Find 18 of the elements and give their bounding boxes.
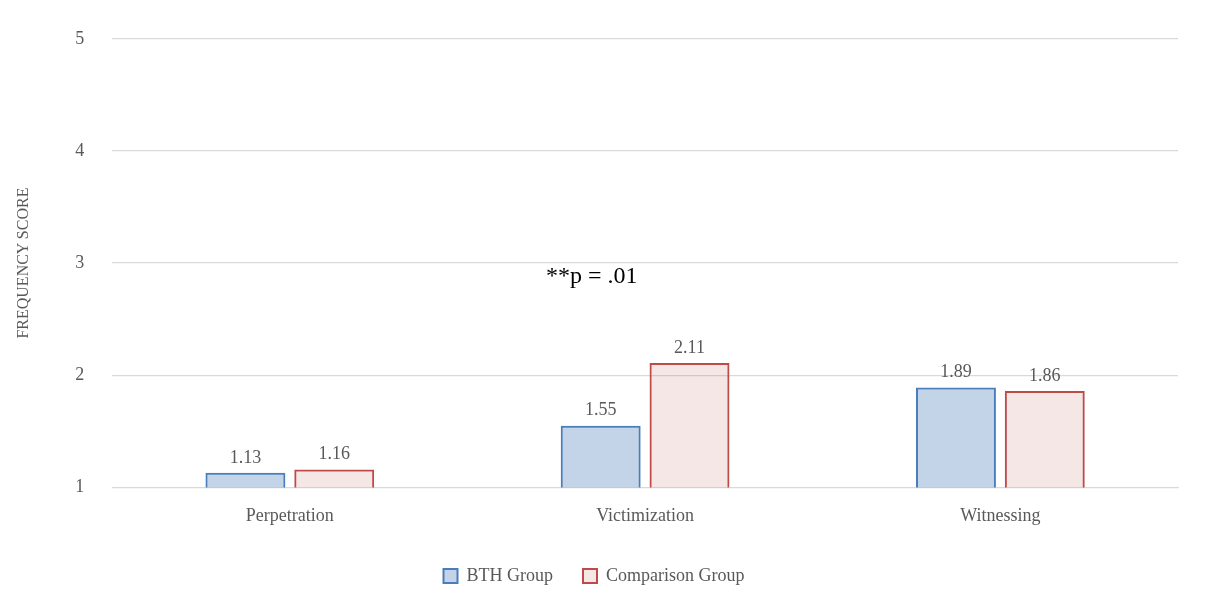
x-tick-label: Victimization	[596, 504, 695, 525]
data-label: 1.86	[1029, 364, 1061, 385]
y-tick-label: 1	[75, 476, 85, 497]
y-tick-label: 2	[75, 363, 85, 384]
x-tick-label: Perpetration	[245, 504, 334, 525]
y-tick-label: 4	[75, 139, 85, 160]
x-tick-label: Witnessing	[960, 504, 1041, 525]
y-tick-label: 3	[75, 251, 85, 272]
annotation: **p = .01	[546, 261, 638, 288]
data-label: 1.89	[940, 361, 972, 382]
legend-label: Comparison Group	[606, 564, 745, 585]
data-label: 1.55	[584, 399, 617, 420]
y-tick-label: 5	[75, 27, 85, 48]
data-label: 2.11	[674, 336, 705, 357]
data-label: 1.16	[318, 443, 350, 464]
y-axis-title: FREQUENCY SCORE	[13, 187, 31, 339]
legend-label: BTH Group	[466, 564, 554, 585]
data-label: 1.13	[229, 446, 262, 467]
